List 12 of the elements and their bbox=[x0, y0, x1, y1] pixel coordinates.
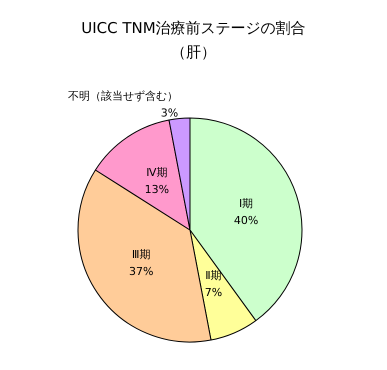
chart-title: UICC TNM治療前ステージの割合 bbox=[81, 19, 306, 37]
data-label: 13% bbox=[144, 183, 170, 196]
slice-label: Ⅱ期 bbox=[205, 269, 222, 282]
data-label: 7% bbox=[204, 286, 222, 300]
data-label: 40% bbox=[234, 214, 258, 227]
slice-label: Ⅳ期 bbox=[146, 166, 168, 180]
slice-label: Ⅰ期 bbox=[238, 196, 254, 210]
data-label: 37% bbox=[128, 265, 154, 278]
data-label: 3% bbox=[160, 106, 178, 120]
slice-label: 不明（該当せず含む） bbox=[68, 90, 178, 103]
slice-label: Ⅲ期 bbox=[132, 248, 150, 262]
chart-subtitle: （肝） bbox=[171, 43, 216, 61]
